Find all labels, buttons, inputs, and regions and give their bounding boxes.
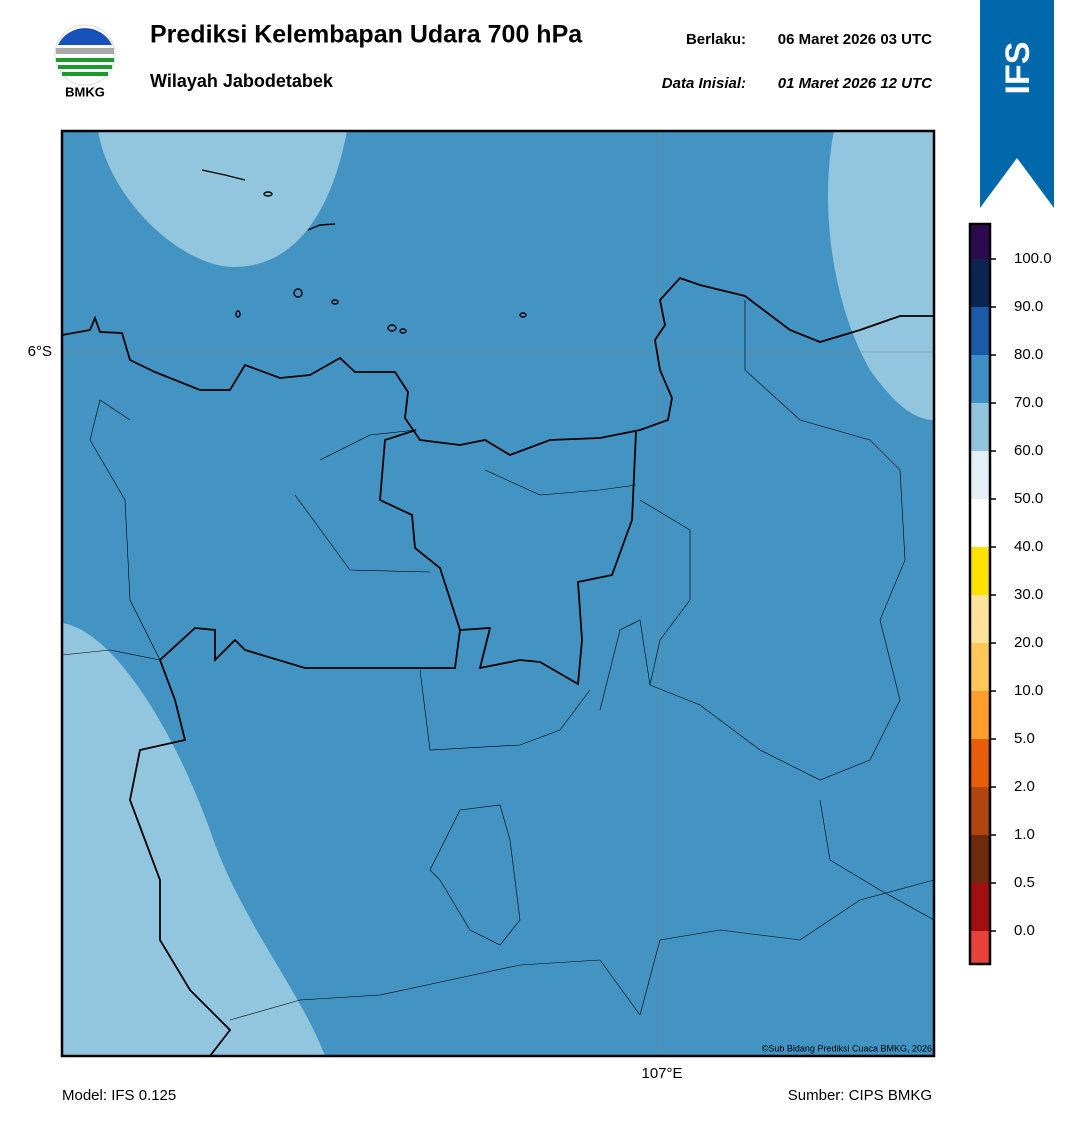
colorbar-label: 5.0 [1014, 730, 1035, 747]
init-time: 01 Maret 2026 12 UTC [778, 75, 933, 92]
colorbar-segment [970, 259, 990, 307]
colorbar-segment [970, 739, 990, 787]
colorbar-segment [970, 931, 990, 964]
map-frame [60, 129, 936, 1058]
regency-border [62, 300, 934, 1021]
colorbar-segment [970, 643, 990, 691]
copyright: ©Sub Bidang Prediksi Cuaca BMKG, 2026 [762, 1043, 932, 1053]
colorbar-segment [970, 355, 990, 403]
colorbar-segment [970, 547, 990, 595]
colorbar-label: 1.0 [1014, 826, 1035, 843]
colorbar-label: 0.0 [1014, 922, 1035, 939]
colorbar-segment [970, 835, 990, 883]
colorbar-label: 2.0 [1014, 778, 1035, 795]
colorbar-label: 90.0 [1014, 298, 1043, 315]
init-label: Data Inisial: [662, 75, 746, 92]
humidity-area [62, 623, 325, 1056]
logo-text: BMKG [65, 84, 105, 99]
colorbar-segment [970, 499, 990, 547]
colorbar-frame [968, 222, 992, 966]
colorbar-label: 100.0 [1014, 250, 1052, 267]
humidity-area [98, 131, 347, 268]
colorbar-label: 10.0 [1014, 682, 1043, 699]
colorbar-segment [970, 691, 990, 739]
subtitle: Wilayah Jabodetabek [150, 71, 334, 91]
valid-label: Berlaku: [686, 31, 746, 48]
lon-label: 107°E [641, 1065, 682, 1082]
valid-time: 06 Maret 2026 03 UTC [778, 31, 932, 48]
colorbar-segment [970, 224, 990, 259]
province-border [129, 429, 461, 1056]
banner-text: IFS [999, 42, 1037, 95]
colorbar-label: 0.5 [1014, 874, 1035, 891]
coastline [62, 276, 934, 456]
lat-label: 6°S [28, 343, 52, 360]
source-label: Sumber: CIPS BMKG [788, 1087, 932, 1104]
map: ©Sub Bidang Prediksi Cuaca BMKG, 2026 [62, 131, 934, 1056]
colorbar-segment [970, 787, 990, 835]
colorbar-label: 70.0 [1014, 394, 1043, 411]
colorbar-segment [970, 883, 990, 931]
logo: BMKG [54, 24, 116, 99]
colorbar-label: 80.0 [1014, 346, 1043, 363]
colorbar-label: 20.0 [1014, 634, 1043, 651]
colorbar-label: 50.0 [1014, 490, 1043, 507]
colorbar-segment [970, 451, 990, 499]
colorbar-segment [970, 595, 990, 643]
colorbar-label: 30.0 [1014, 586, 1043, 603]
colorbar: 100.0 90.0 80.0 70.0 60.0 50.0 40.0 30.0 20.0 10.… [968, 222, 1052, 966]
humidity-area [828, 131, 934, 420]
model-label: Model: IFS 0.125 [62, 1087, 176, 1104]
banner: IFS [980, 0, 1054, 208]
colorbar-label: 40.0 [1014, 538, 1043, 555]
colorbar-segment [970, 403, 990, 451]
islands [201, 169, 527, 334]
colorbar-segment [970, 307, 990, 355]
title: Prediksi Kelembapan Udara 700 hPa [150, 21, 583, 49]
colorbar-label: 60.0 [1014, 442, 1043, 459]
province-border [459, 431, 637, 686]
